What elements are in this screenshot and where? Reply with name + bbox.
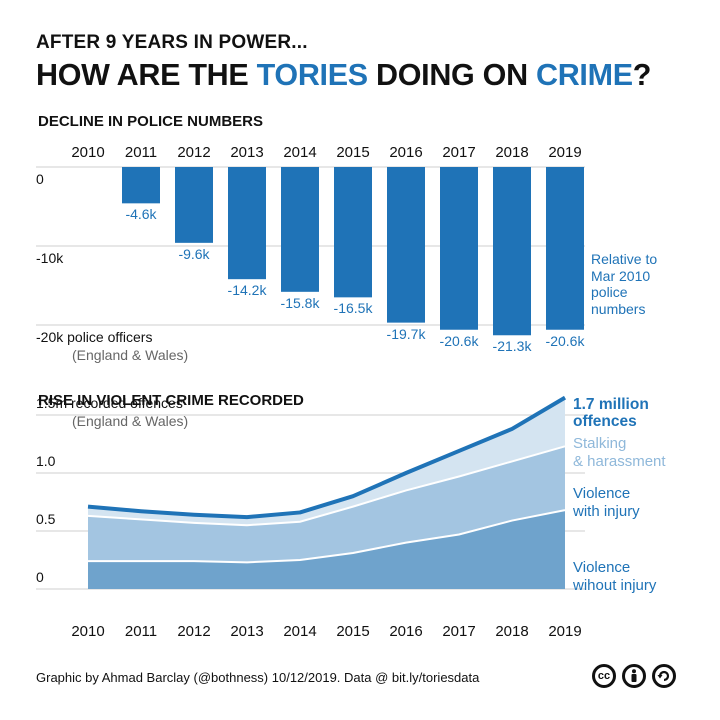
police-bar <box>440 167 478 330</box>
police-bar <box>546 167 584 330</box>
crime-total-label: offences <box>573 413 637 430</box>
police-data-label: -9.6k <box>178 245 210 262</box>
crime-series-label: wihout injury <box>573 577 657 594</box>
police-chart: 2010 2011 2012 2013 2014 2015 2016 2017 2018 2019… <box>36 144 658 363</box>
crime-year-label: 2018 <box>495 623 529 640</box>
crime-year-label: 2014 <box>283 623 317 640</box>
crime-year-label: 2013 <box>230 623 264 640</box>
headline-part: HOW ARE THE <box>36 58 257 92</box>
police-data-label: -14.2k <box>227 282 267 299</box>
police-chart-title: DECLINE IN POLICE NUMBERS <box>38 113 264 130</box>
crime-series-label: Violence <box>573 485 631 502</box>
police-year-label: 2010 <box>71 144 105 161</box>
crime-year-label: 2012 <box>177 623 211 640</box>
police-year-label: 2019 <box>548 144 582 161</box>
sa-icon <box>652 664 676 688</box>
police-note-line: Relative to <box>591 251 658 267</box>
police-note-line: police <box>591 284 628 300</box>
police-plot <box>36 166 585 336</box>
police-year-label: 2011 <box>124 144 158 161</box>
crime-area-separator <box>87 445 566 527</box>
crime-series-label: with injury <box>573 503 640 520</box>
police-year-label: 2016 <box>389 144 423 161</box>
crime-area-separator <box>88 509 566 564</box>
crime-year-label: 2010 <box>71 623 105 640</box>
police-bar <box>493 167 531 336</box>
crime-year-label: 2019 <box>548 623 582 640</box>
police-year-label: 2015 <box>336 144 370 161</box>
police-y-tick-label: -20k police officers <box>36 329 153 345</box>
police-data-label: -20.6k <box>545 332 585 349</box>
crime-chart: 0 0.5 1.0 1.5m recorded offences (England & … <box>36 395 666 640</box>
police-bar <box>387 167 425 323</box>
police-data-label: -16.5k <box>333 300 373 317</box>
police-data-label: -21.3k <box>492 338 532 355</box>
credit-line: Graphic by Ahmad Barclay (@bothness) 10/… <box>36 670 480 685</box>
police-year-label: 2014 <box>283 144 317 161</box>
police-bar <box>175 167 213 243</box>
police-year-label: 2018 <box>495 144 529 161</box>
crime-series-label: & harassment <box>573 453 666 470</box>
police-year-label: 2017 <box>442 144 476 161</box>
crime-area-1 <box>88 510 565 589</box>
crime-area-2 <box>88 446 565 563</box>
crime-year-label: 2011 <box>124 623 158 640</box>
headline-part: ? <box>632 58 652 92</box>
crime-year-label: 2016 <box>389 623 423 640</box>
police-data-label: -15.8k <box>280 294 320 311</box>
headline-tories: TORIES <box>256 58 369 92</box>
police-year-label: 2013 <box>230 144 264 161</box>
crime-series-label: Violence <box>573 559 631 576</box>
crime-y-tick-label: 1.5m recorded offences <box>36 395 183 411</box>
headline: HOW ARE THE TORIES DOING ON CRIME? <box>36 58 651 93</box>
kicker: AFTER 9 YEARS IN POWER... <box>36 32 308 53</box>
cc-icon: cc <box>592 664 616 688</box>
police-bar <box>122 167 160 204</box>
police-bar <box>281 167 319 292</box>
police-y-tick-label: -10k <box>36 250 64 266</box>
police-note-line: numbers <box>591 300 646 317</box>
headline-crime: CRIME <box>535 58 633 92</box>
police-bar <box>334 167 372 298</box>
police-data-label: -4.6k <box>125 206 157 223</box>
crime-y-tick-label: 1.0 <box>36 453 56 469</box>
crime-chart-title: RISE IN VIOLENT CRIME RECORDED <box>38 392 304 409</box>
police-bar <box>228 167 266 280</box>
police-y-subtitle: (England & Wales) <box>72 347 189 363</box>
police-year-label: 2012 <box>177 144 211 161</box>
police-data-label: -20.6k <box>439 332 479 349</box>
police-y-tick-label: 0 <box>36 171 44 187</box>
crime-year-label: 2015 <box>336 623 370 640</box>
crime-y-subtitle: (England & Wales) <box>72 413 189 429</box>
crime-total-label: 1.7 million <box>573 396 649 413</box>
by-icon <box>622 664 646 688</box>
crime-plot <box>36 395 585 590</box>
crime-year-label: 2017 <box>442 623 476 640</box>
crime-series-label: Stalking <box>573 435 627 452</box>
headline-part: DOING ON <box>367 58 536 92</box>
police-note-line: Mar 2010 <box>591 267 651 284</box>
crime-y-tick-label: 0.5 <box>36 511 56 527</box>
crime-y-tick-label: 0 <box>36 569 44 585</box>
police-data-label: -19.7k <box>386 325 426 342</box>
crime-total-line <box>87 395 567 520</box>
